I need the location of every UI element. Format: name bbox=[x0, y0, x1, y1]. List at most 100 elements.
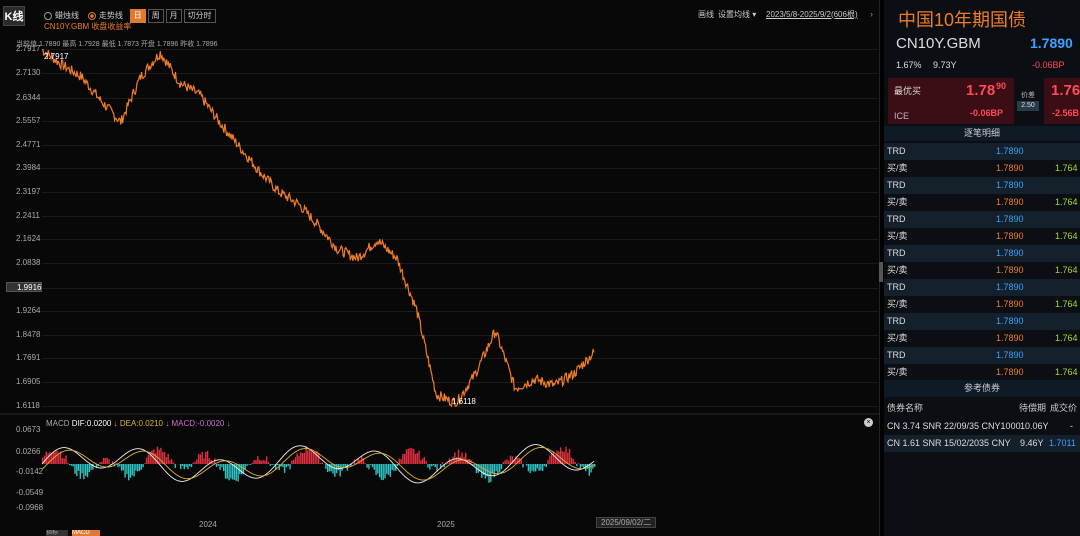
line-option[interactable]: 走势线 bbox=[87, 11, 123, 20]
macd-bar bbox=[255, 459, 257, 464]
macd-bar bbox=[554, 455, 556, 464]
macd-bar bbox=[102, 457, 105, 464]
tick-type: TRD bbox=[887, 350, 906, 360]
macd-bar bbox=[253, 460, 255, 464]
period-day-tab[interactable]: 日 bbox=[129, 9, 146, 23]
macd-bar bbox=[436, 464, 438, 471]
splitter-handle[interactable] bbox=[879, 262, 883, 282]
radio-icon bbox=[44, 11, 52, 20]
macd-bar bbox=[493, 464, 495, 478]
settings-dropdown[interactable]: 设置均线 ▾ bbox=[718, 10, 757, 19]
macd-bar bbox=[240, 464, 243, 475]
draw-button[interactable]: 画线 bbox=[698, 10, 714, 19]
macd-bar bbox=[167, 453, 169, 464]
macd-bar bbox=[362, 458, 365, 464]
ref-bond-row[interactable]: CN 3.74 SNR 22/09/35 CNY1000 10.06Y - bbox=[887, 421, 1073, 431]
macd-bar bbox=[76, 464, 78, 477]
macd-bar bbox=[339, 464, 341, 477]
low-marker-label: 1.6118 bbox=[452, 397, 476, 406]
ref-bonds-header: 参考债券 bbox=[884, 380, 1080, 397]
period-week-tab[interactable]: 周 bbox=[147, 9, 164, 23]
macd-bar bbox=[386, 464, 388, 474]
bond-title: 中国10年期国债 bbox=[898, 10, 1027, 30]
macd-bar bbox=[373, 464, 375, 470]
macd-bar bbox=[533, 464, 535, 472]
tick-row[interactable]: 买/卖 1.7890 1.764 bbox=[884, 296, 1080, 313]
macd-bar bbox=[124, 464, 126, 478]
tick-price: 1.7890 bbox=[996, 350, 1024, 360]
tick-ask: 1.764 bbox=[1055, 163, 1078, 173]
gridline bbox=[42, 121, 878, 122]
macd-bar bbox=[430, 464, 433, 467]
macd-bar bbox=[465, 452, 467, 464]
macd-bar bbox=[235, 464, 237, 481]
close-icon[interactable]: × bbox=[864, 418, 873, 427]
macd-bar bbox=[208, 458, 211, 464]
macd-bar bbox=[375, 464, 377, 475]
macd-bar bbox=[421, 458, 424, 464]
tick-row[interactable]: TRD 1.7890 bbox=[884, 347, 1080, 364]
macd-bar bbox=[384, 464, 386, 479]
macd-bar bbox=[378, 464, 381, 478]
tick-row[interactable]: TRD 1.7890 bbox=[884, 211, 1080, 228]
macd-bar bbox=[558, 451, 560, 464]
macd-bar bbox=[398, 458, 400, 464]
macd-bar bbox=[156, 446, 159, 464]
tick-price: 1.7890 bbox=[996, 180, 1024, 190]
tick-row[interactable]: TRD 1.7890 bbox=[884, 279, 1080, 296]
macd-bar bbox=[228, 464, 230, 481]
macd-bar bbox=[70, 464, 73, 466]
macd-bar bbox=[432, 464, 435, 466]
y-axis-label: 2.7130 bbox=[16, 68, 41, 77]
macd-bar bbox=[67, 462, 69, 464]
macd-bar bbox=[145, 457, 148, 464]
indicator-tab[interactable]: 指标 bbox=[46, 530, 68, 536]
price-change: -0.06BP bbox=[1032, 60, 1065, 70]
tick-row[interactable]: TRD 1.7890 bbox=[884, 177, 1080, 194]
gridline bbox=[42, 382, 878, 383]
date-range[interactable]: 2023/5/8-2025/9/2(606根) bbox=[766, 10, 858, 19]
macd-bar bbox=[215, 464, 218, 467]
macd-bar bbox=[267, 462, 270, 464]
tick-row[interactable]: TRD 1.7890 bbox=[884, 313, 1080, 330]
macd-bar bbox=[572, 458, 574, 464]
macd-bar bbox=[443, 464, 445, 468]
ref-bond-row[interactable]: CN 1.61 SNR 15/02/2035 CNY 9.46Y 1.7011 bbox=[884, 435, 1080, 452]
macd-bar bbox=[473, 464, 476, 466]
tick-row[interactable]: 买/卖 1.7890 1.764 bbox=[884, 194, 1080, 211]
macd-bar bbox=[319, 463, 322, 464]
y-axis-label: 2.3197 bbox=[16, 187, 41, 196]
macd-bar bbox=[137, 464, 139, 472]
macd-bar bbox=[122, 464, 124, 471]
macd-bar bbox=[239, 464, 241, 475]
tick-row[interactable]: 买/卖 1.7890 1.764 bbox=[884, 330, 1080, 347]
macd-bar bbox=[527, 464, 530, 472]
y-axis-label: 2.1624 bbox=[16, 234, 41, 243]
macd-bar bbox=[242, 464, 245, 475]
best-ask-box[interactable]: 1.76 -2.56B bbox=[1044, 78, 1080, 124]
macd-bar bbox=[162, 452, 164, 464]
macd-bar bbox=[83, 464, 85, 480]
macd-bar bbox=[266, 456, 268, 464]
best-bid-box[interactable]: 最优买 1.78 90 ICE -0.06BP bbox=[888, 78, 1014, 124]
period-month-tab[interactable]: 月 bbox=[165, 9, 182, 23]
tick-row[interactable]: 买/卖 1.7890 1.764 bbox=[884, 228, 1080, 245]
macd-bar bbox=[126, 464, 128, 474]
macd-bar bbox=[508, 460, 510, 464]
tick-row[interactable]: 买/卖 1.7890 1.764 bbox=[884, 364, 1080, 381]
candle-option[interactable]: 蜡烛线 bbox=[44, 11, 79, 20]
price-line bbox=[42, 49, 595, 408]
macd-bar bbox=[511, 456, 513, 464]
tick-type: TRD bbox=[887, 316, 906, 326]
k-line-button[interactable]: K线 bbox=[3, 6, 25, 26]
tick-row[interactable]: 买/卖 1.7890 1.764 bbox=[884, 262, 1080, 279]
tick-row[interactable]: TRD 1.7890 bbox=[884, 245, 1080, 262]
tick-row[interactable]: 买/卖 1.7890 1.764 bbox=[884, 160, 1080, 177]
tick-row[interactable]: TRD 1.7890 bbox=[884, 143, 1080, 160]
macd-bar bbox=[292, 460, 295, 464]
macd-tab[interactable]: MACD bbox=[72, 530, 100, 536]
period-intraday-tab[interactable]: 切分时 bbox=[183, 9, 216, 23]
collapse-icon[interactable]: › bbox=[870, 9, 873, 19]
macd-bar bbox=[45, 451, 47, 464]
macd-bar bbox=[128, 464, 130, 481]
